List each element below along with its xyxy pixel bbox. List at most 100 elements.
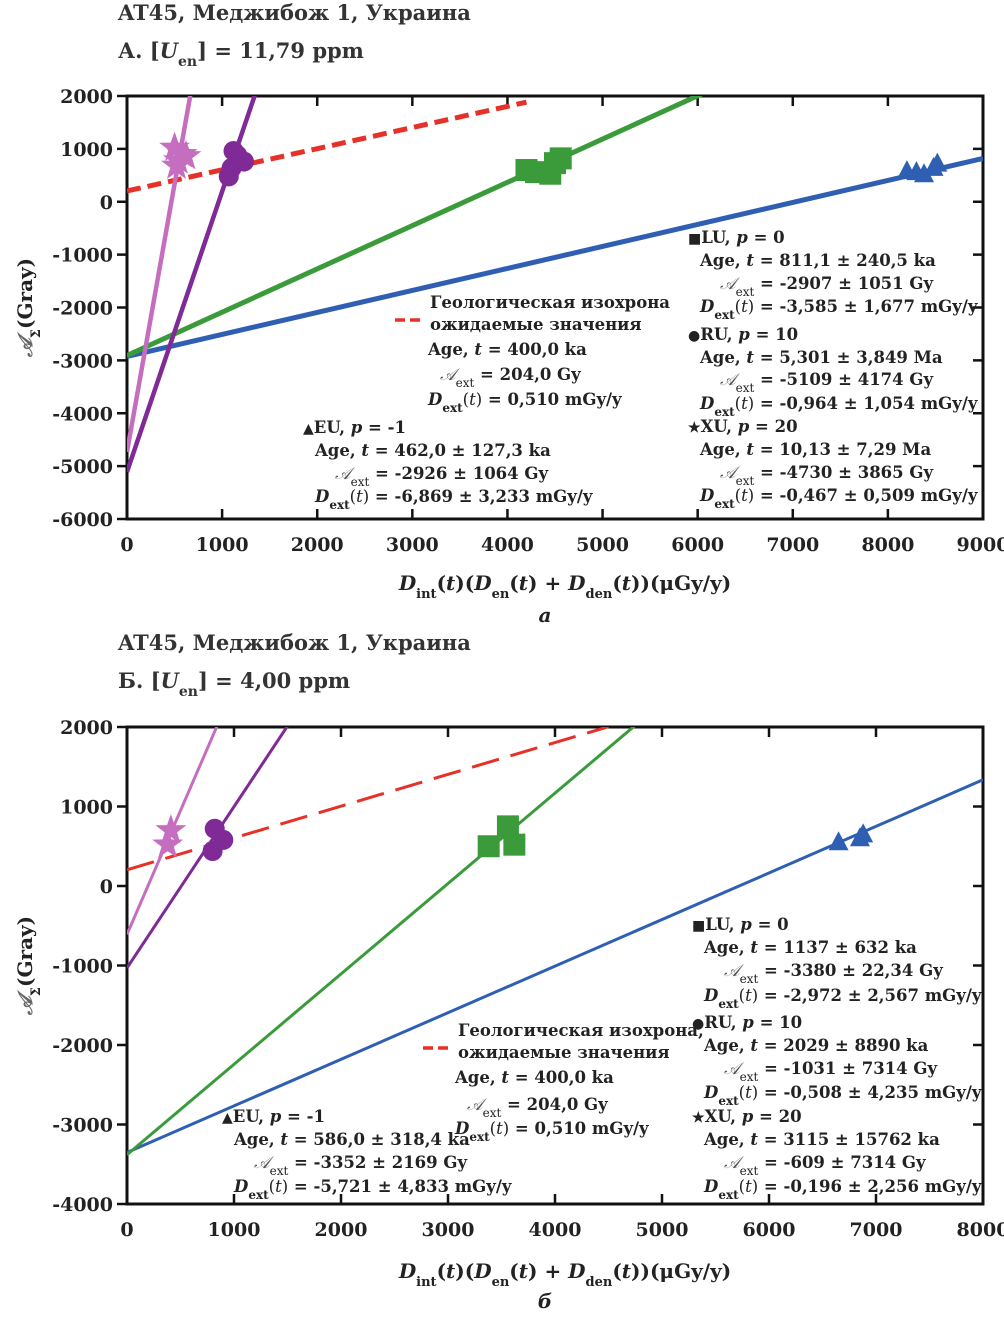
x-tick-label: 6000 [743, 1219, 796, 1241]
annotation-aext: 𝒜ext = -3352 ± 2169 Gy [254, 1153, 467, 1178]
annotation-aext: 𝒜ext = -2926 ± 1064 Gy [335, 464, 548, 489]
annotation-isochron: Геологическая изохрона ожидаемые значения… [395, 293, 670, 415]
x-tick-label: 2000 [315, 1219, 368, 1241]
x-axis-label: Dint(t)(Den(t) + Dden(t))(μGy/y) [398, 1259, 731, 1290]
y-tick-label: 0 [100, 192, 113, 214]
annotation-dext: Dext(t) = -6,869 ± 3,233 mGy/y [314, 487, 593, 512]
annotation-age: Age, t = 5,301 ± 3,849 Ma [699, 348, 943, 367]
annotation-head: ●RU, p = 10 [692, 1013, 802, 1032]
y-tick-label: 2000 [60, 86, 113, 108]
y-tick-label: -2000 [52, 1035, 113, 1057]
annotation-xu: ★XU, p = 20 Age, t = 3115 ± 15762 ka 𝒜ext … [692, 1107, 982, 1202]
y-tick-label: -1000 [52, 245, 113, 267]
y-tick-label: -5000 [52, 456, 113, 478]
y-tick-label: -2000 [52, 298, 113, 320]
panel-label: а [539, 603, 552, 627]
data-point-circle [222, 158, 242, 178]
data-point-triangle [927, 153, 947, 172]
annotation-aext: 𝒜ext = -5109 ± 4174 Gy [720, 370, 933, 395]
y-axis-label: 𝒜Σ(Gray) [13, 916, 44, 1016]
chart-panel-a: AT45, Меджибож 1, Украина А. [Uen] = 11,7… [13, 0, 1004, 627]
data-point-square [550, 147, 572, 169]
isochron-label-2: ожидаемые значения [430, 315, 642, 334]
y-tick-label: -3000 [52, 350, 113, 372]
chart-panel-b: AT45, Меджибож 1, Украина Б. [Uen] = 4,00… [13, 0, 1004, 1313]
annotation-lu: ■LU, p = 0 Age, t = 1137 ± 632 ka 𝒜ext = -… [692, 915, 982, 1011]
x-tick-label: 6000 [671, 534, 724, 556]
x-tick-label: 1000 [196, 534, 249, 556]
isochron-aext: 𝒜ext = 204,0 Gy [440, 365, 581, 390]
annotation-age: Age, t = 3115 ± 15762 ka [703, 1130, 940, 1149]
data-point-triangle [853, 823, 873, 842]
annotation-age: Age, t = 2029 ± 8890 ka [703, 1036, 929, 1055]
isochron-age: Age, t = 400,0 ka [454, 1068, 614, 1087]
x-tick-label: 8000 [861, 534, 914, 556]
annotation-age: Age, t = 1137 ± 632 ka [703, 938, 917, 957]
series-points-xu [159, 132, 201, 179]
x-tick-label: 1000 [208, 1219, 261, 1241]
annotation-head: ★XU, p = 20 [688, 417, 798, 436]
annotation-aext: 𝒜ext = -609 ± 7314 Gy [724, 1153, 926, 1178]
isochron-label-1: Геологическая изохрона, [458, 1021, 704, 1040]
annotation-head: ■LU, p = 0 [692, 915, 789, 934]
annotation-xu: ★XU, p = 20 Age, t = 10,13 ± 7,29 Ma 𝒜ext … [688, 417, 978, 511]
annotation-eu: ▲EU, p = -1 Age, t = 462,0 ± 127,3 ka 𝒜ext… [303, 418, 593, 512]
annotation-dext: Dext(t) = -5,721 ± 4,833 mGy/y [233, 1177, 512, 1202]
chart-subtitle: Б. [Uen] = 4,00 ppm [118, 668, 350, 700]
isochron-label-1: Геологическая изохрона [430, 293, 670, 312]
series-points-xu [152, 814, 186, 858]
x-tick-label: 3000 [386, 534, 439, 556]
x-tick-label: 0 [120, 1219, 133, 1241]
annotation-head: ★XU, p = 20 [692, 1107, 802, 1126]
y-tick-label: 1000 [60, 139, 113, 161]
y-tick-label: -6000 [52, 509, 113, 531]
annotation-age: Age, t = 586,0 ± 318,4 ka [233, 1130, 470, 1149]
series-points-ru [203, 819, 234, 861]
x-tick-label: 5000 [636, 1219, 689, 1241]
x-axis-label: Dint(t)(Den(t) + Dden(t))(μGy/y) [398, 571, 731, 602]
x-tick-label: 0 [120, 534, 133, 556]
series-points-lu [478, 815, 526, 857]
annotation-aext: 𝒜ext = -2907 ± 1051 Gy [720, 274, 933, 299]
data-point-square [503, 834, 525, 856]
x-tick-label: 7000 [766, 534, 819, 556]
annotation-age: Age, t = 462,0 ± 127,3 ka [314, 441, 551, 460]
annotation-dext: Dext(t) = -0,196 ± 2,256 mGy/y [703, 1177, 982, 1202]
y-tick-label: -1000 [52, 956, 113, 978]
y-tick-label: -4000 [52, 403, 113, 425]
annotation-aext: 𝒜ext = -4730 ± 3865 Gy [720, 463, 933, 488]
x-tick-label: 3000 [422, 1219, 475, 1241]
x-tick-label: 8000 [957, 1219, 1004, 1241]
annotation-head: ■LU, p = 0 [688, 228, 785, 247]
y-tick-label: 0 [100, 876, 113, 898]
isochron-line [127, 727, 609, 870]
annotation-dext: Dext(t) = -0,508 ± 4,235 mGy/y [703, 1083, 982, 1108]
annotation-head: ▲EU, p = -1 [303, 418, 406, 437]
x-tick-label: 2000 [291, 534, 344, 556]
panel-label: б [538, 1289, 552, 1313]
x-tick-label: 9000 [957, 534, 1004, 556]
annotation-ru: ●RU, p = 10 Age, t = 2029 ± 8890 ka 𝒜ext =… [692, 1013, 982, 1108]
x-tick-label: 4000 [481, 534, 534, 556]
series-points-ru [219, 141, 254, 186]
annotation-ru: ●RU, p = 10 Age, t = 5,301 ± 3,849 Ma 𝒜ext… [688, 325, 978, 419]
isochron-label-2: ожидаемые значения [458, 1043, 670, 1062]
x-tick-label: 7000 [850, 1219, 903, 1241]
y-tick-label: -3000 [52, 1115, 113, 1137]
y-axis-label: 𝒜Σ(Gray) [13, 258, 44, 358]
data-point-square [478, 835, 500, 857]
annotation-head: ▲EU, p = -1 [222, 1107, 325, 1126]
isochron-aext: 𝒜ext = 204,0 Gy [467, 1095, 608, 1120]
annotation-dext: Dext(t) = -0,467 ± 0,509 mGy/y [699, 486, 978, 511]
y-tick-label: 1000 [60, 797, 113, 819]
annotation-aext: 𝒜ext = -3380 ± 22,34 Gy [724, 961, 943, 986]
annotation-age: Age, t = 10,13 ± 7,29 Ma [699, 440, 931, 459]
series-points-lu [515, 147, 571, 184]
annotation-isochron: Геологическая изохрона, ожидаемые значени… [423, 1021, 704, 1144]
series-line-ru [127, 0, 983, 968]
isochron-age: Age, t = 400,0 ka [427, 340, 587, 359]
isochron-dext: Dext(t) = 0,510 mGy/y [454, 1119, 649, 1144]
chart-title: AT45, Меджибож 1, Украина [117, 0, 471, 25]
